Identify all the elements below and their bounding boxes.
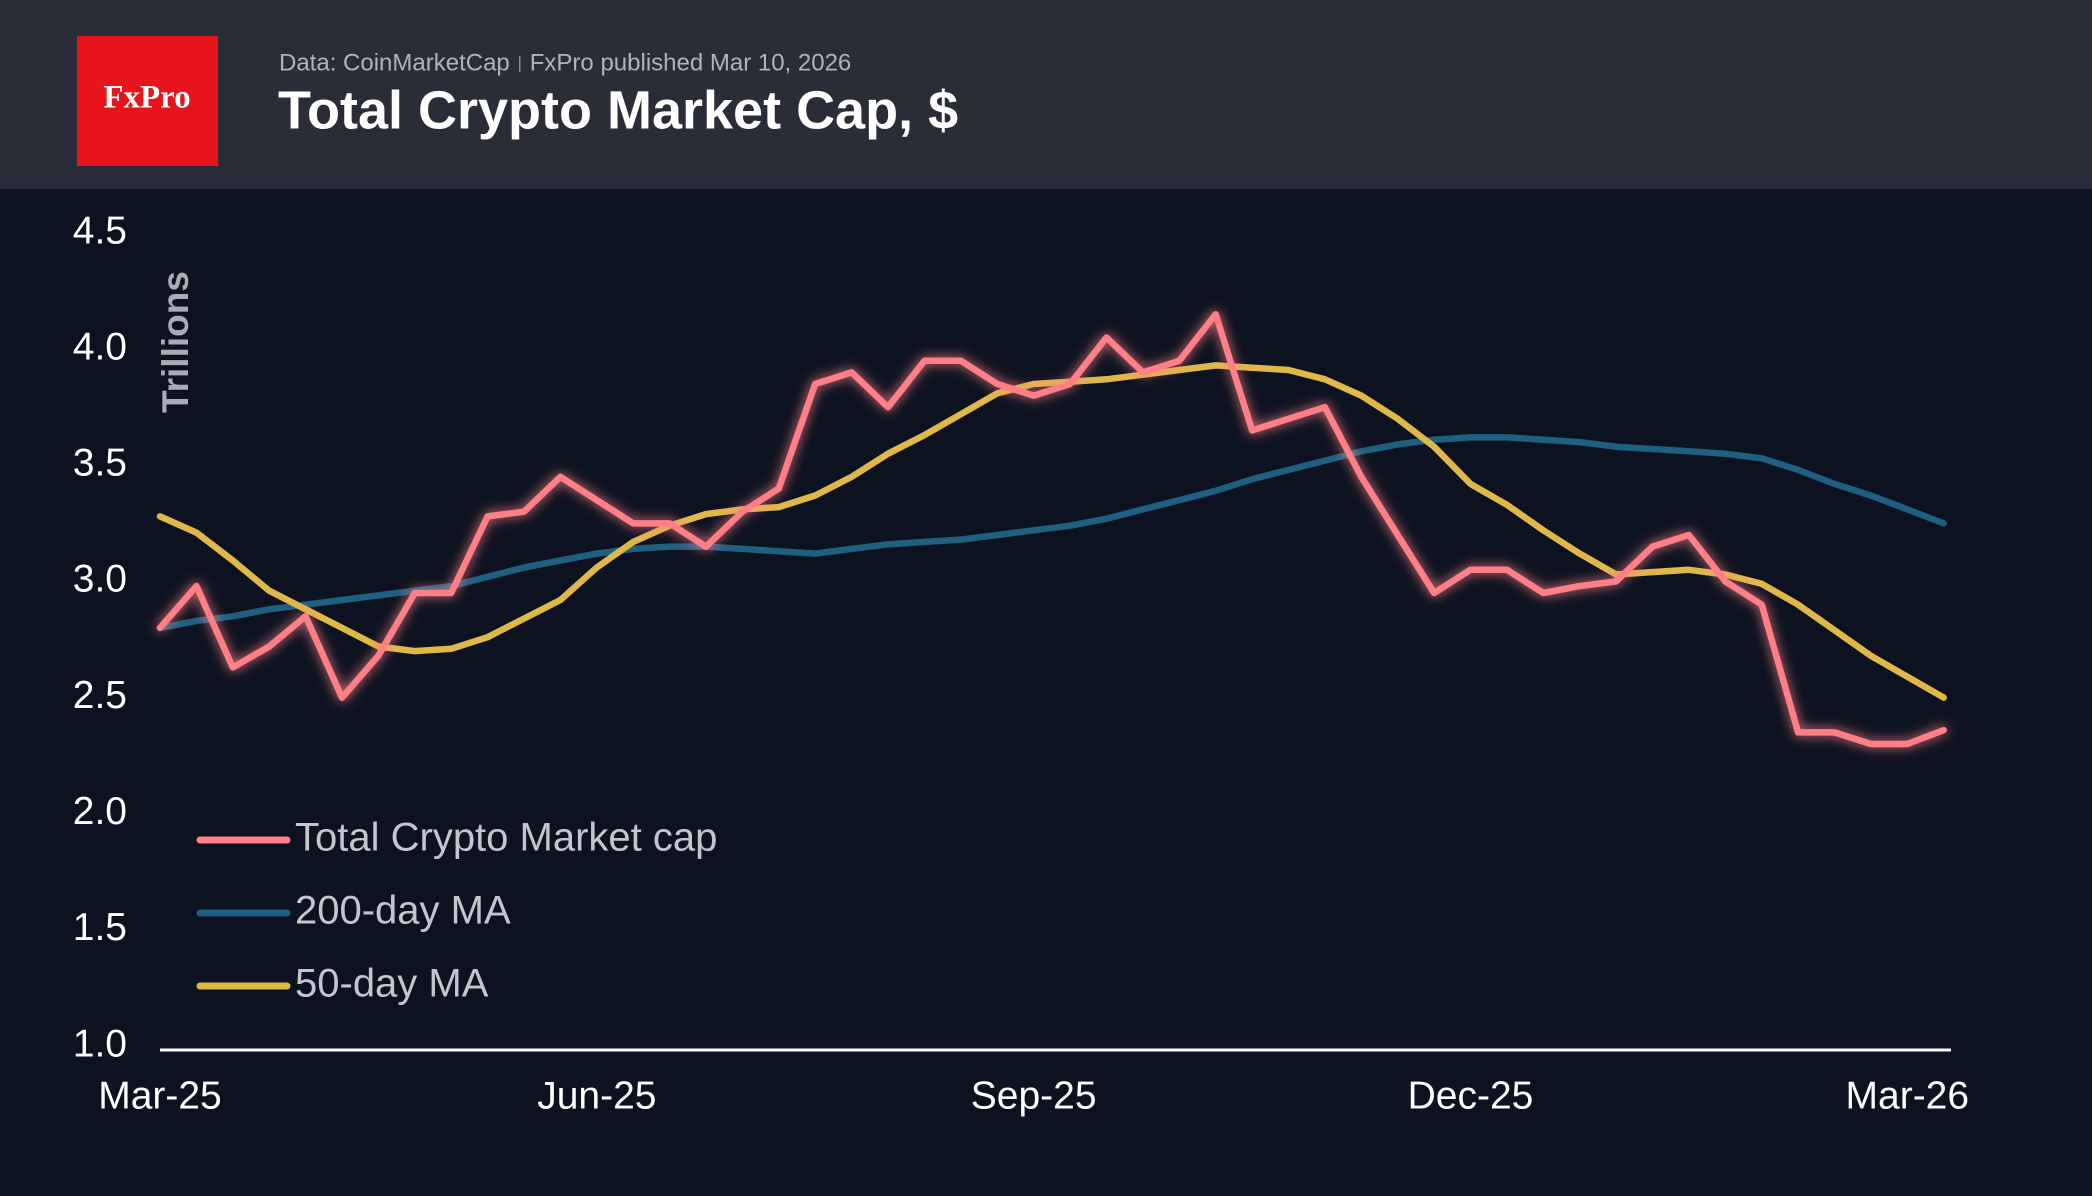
x-tick-label: Mar-26 (1846, 1074, 1970, 1117)
source: Data: CoinMarketCap (279, 49, 510, 76)
y-axis-label: Trillions (155, 271, 196, 413)
y-tick-label: 2.5 (73, 674, 127, 717)
y-tick-label: 1.0 (73, 1022, 127, 1065)
x-tick-label: Mar-25 (98, 1074, 222, 1117)
legend-label: Total Crypto Market cap (295, 816, 717, 860)
logo: FxPro (103, 80, 190, 116)
x-tick-label: Jun-25 (537, 1074, 656, 1117)
y-tick-label: 2.0 (73, 790, 127, 833)
y-tick-label: 4.5 (73, 209, 127, 252)
published: FxPro published Mar 10, 2026 (530, 49, 852, 76)
chart-title: Total Crypto Market Cap, $ (278, 80, 958, 140)
header-band (0, 0, 2092, 189)
logo-box (77, 36, 218, 166)
series-line (156, 362, 1947, 701)
x-tick-label: Dec-25 (1408, 1074, 1534, 1117)
y-tick-label: 3.5 (73, 442, 127, 485)
legend-label: 200-day MA (295, 889, 511, 933)
x-tick-label: Sep-25 (971, 1074, 1097, 1117)
y-tick-label: 3.0 (73, 558, 127, 601)
y-tick-label: 1.5 (73, 906, 127, 949)
series-line (156, 311, 1947, 748)
legend-label: 50-day MA (295, 962, 489, 1006)
y-tick-label: 4.0 (73, 325, 127, 368)
